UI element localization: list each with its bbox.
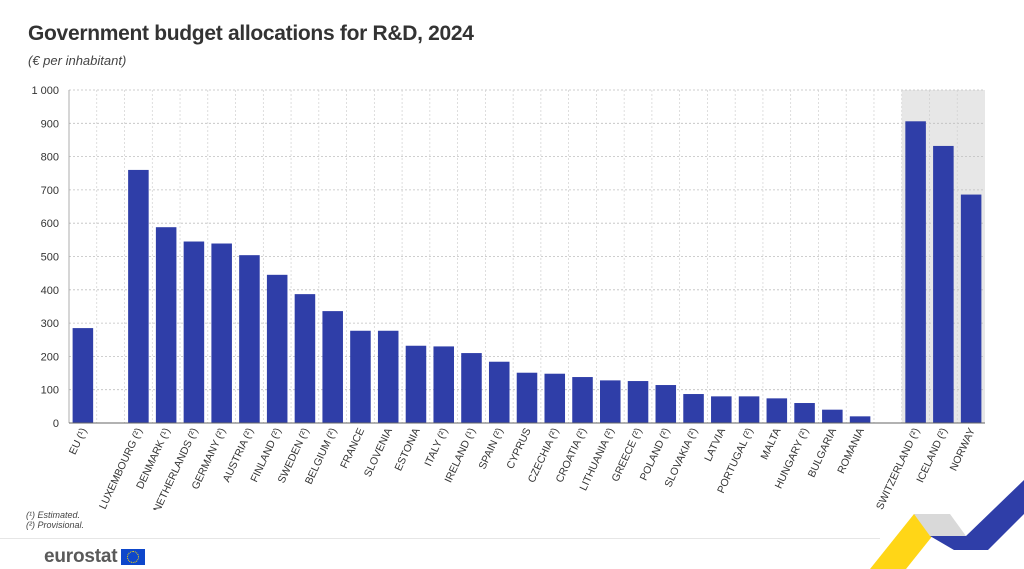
bar[interactable] [849, 416, 871, 423]
chart-subtitle: (€ per inhabitant) [28, 53, 127, 68]
y-tick-label: 200 [41, 351, 59, 363]
x-tick-label: SLOVENIA [362, 426, 395, 479]
bar[interactable] [933, 145, 954, 423]
footer-divider [0, 538, 880, 539]
eurostat-wordmark: eurostat [44, 546, 118, 567]
bar-chart: 0 100 200 300 400 500 600 700 800 900 1 000 EU (¹) L… [31, 85, 985, 510]
bar[interactable] [683, 394, 704, 423]
bar[interactable] [405, 345, 427, 423]
eurostat-logo[interactable]: eurostat [44, 546, 146, 568]
bar[interactable] [516, 372, 538, 423]
bar[interactable] [766, 398, 788, 423]
x-tick-label: ESTONIA [392, 426, 422, 473]
chart-title: Government budget allocations for R&D, 2… [28, 22, 474, 45]
x-tick-label: MALTA [759, 426, 784, 461]
bar[interactable] [239, 255, 260, 423]
bar[interactable] [960, 194, 982, 423]
bar[interactable] [433, 346, 454, 423]
y-tick-label: 300 [41, 318, 59, 330]
y-tick-label: 0 [53, 418, 59, 430]
bar[interactable] [350, 330, 371, 423]
bar[interactable] [822, 409, 843, 423]
y-tick-label: 800 [41, 152, 59, 164]
x-tick-label: SPAIN (²) [476, 426, 506, 471]
bar[interactable] [211, 243, 232, 423]
bar[interactable] [572, 377, 593, 423]
bar[interactable] [461, 353, 482, 423]
x-tick-label: LATVIA [702, 426, 728, 463]
footnotes: (¹) Estimated. (²) Provisional. [26, 510, 84, 530]
footnote-provisional: (²) Provisional. [26, 520, 85, 530]
bar[interactable] [72, 328, 94, 423]
x-tick-label: LUXEMBOURG (²) [97, 426, 145, 510]
x-tick-label: CYPRUS [504, 426, 533, 471]
bar[interactable] [905, 121, 926, 423]
bar[interactable] [128, 169, 149, 423]
bar[interactable] [738, 396, 760, 423]
x-tick-label: EU (¹) [67, 426, 90, 456]
bar[interactable] [794, 403, 815, 423]
y-tick-label: 600 [41, 218, 59, 230]
x-tick-label: FRANCE [338, 426, 367, 470]
y-tick-label: 500 [41, 252, 59, 264]
bar[interactable] [322, 311, 343, 423]
bar[interactable] [183, 241, 205, 423]
footnote-estimated: (¹) Estimated. [26, 510, 81, 520]
eu-flag-icon [121, 549, 146, 565]
bar[interactable] [377, 330, 399, 423]
x-tick-label: ITALY (²) [422, 426, 450, 468]
y-tick-label: 400 [41, 285, 59, 297]
bar[interactable] [155, 227, 177, 423]
bar[interactable] [266, 274, 288, 423]
bar[interactable] [711, 396, 732, 423]
x-tick-label: BULGARIA [806, 426, 839, 479]
y-tick-label: 100 [41, 385, 59, 397]
y-tick-label: 1 000 [31, 85, 59, 97]
bar[interactable] [488, 361, 510, 423]
bar[interactable] [544, 373, 566, 423]
bar[interactable] [627, 381, 649, 423]
y-tick-label: 900 [41, 118, 59, 130]
y-tick-label: 700 [41, 185, 59, 197]
corner-decoration [870, 480, 1024, 569]
bar[interactable] [294, 294, 316, 423]
bar[interactable] [655, 385, 677, 423]
x-tick-label: NORWAY [948, 426, 978, 473]
bar[interactable] [600, 380, 621, 423]
x-tick-label: ROMANIA [835, 426, 867, 475]
